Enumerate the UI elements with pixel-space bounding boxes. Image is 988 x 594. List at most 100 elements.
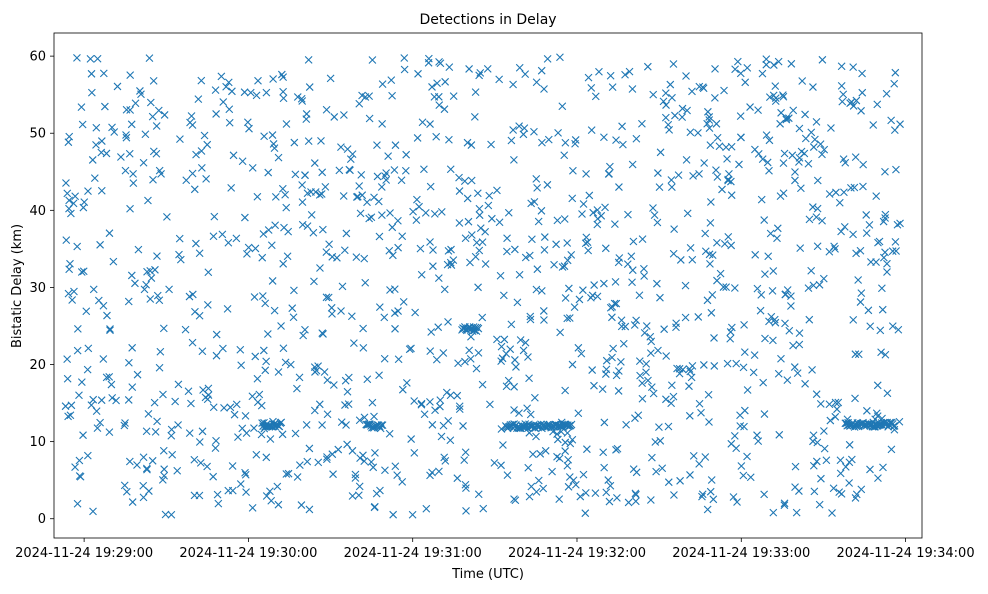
data-point-marker <box>92 123 101 132</box>
data-point-marker <box>80 198 89 207</box>
data-point-marker <box>574 343 583 352</box>
data-point-marker <box>831 244 839 253</box>
data-point-marker <box>887 116 896 125</box>
data-point-marker <box>695 459 704 468</box>
data-point-marker <box>724 232 733 241</box>
data-point-marker <box>694 313 703 321</box>
data-point-marker <box>341 401 349 409</box>
data-point-marker <box>185 429 194 438</box>
data-point-marker <box>440 285 449 294</box>
data-point-marker <box>146 295 155 303</box>
data-point-marker <box>644 376 652 385</box>
data-point-marker <box>763 158 772 167</box>
data-point-marker <box>858 69 866 78</box>
data-point-marker <box>229 151 238 160</box>
data-point-marker <box>881 210 890 219</box>
data-point-marker <box>97 396 106 405</box>
data-point-marker <box>759 378 768 387</box>
data-point-marker <box>813 242 822 251</box>
data-point-marker <box>278 184 287 193</box>
data-point-marker <box>122 105 131 114</box>
data-point-marker <box>736 69 745 78</box>
data-point-marker <box>795 329 804 337</box>
data-point-marker <box>90 174 99 182</box>
data-point-marker <box>288 304 297 313</box>
data-point-marker <box>475 71 484 80</box>
data-point-marker <box>84 187 92 195</box>
data-point-marker <box>568 360 577 369</box>
data-point-marker <box>154 106 163 115</box>
data-point-marker <box>465 346 474 355</box>
data-point-marker <box>708 291 717 299</box>
data-point-marker <box>659 97 668 106</box>
data-point-marker <box>579 286 587 295</box>
data-point-marker <box>667 183 676 192</box>
data-point-marker <box>134 245 143 254</box>
data-point-marker <box>139 158 148 167</box>
data-point-marker <box>295 373 304 382</box>
data-point-marker <box>808 365 816 374</box>
data-point-marker <box>497 357 506 365</box>
data-point-marker <box>743 63 752 72</box>
data-point-marker <box>77 103 86 111</box>
data-point-marker <box>73 242 82 251</box>
data-point-marker <box>624 498 633 507</box>
data-point-marker <box>253 398 262 407</box>
data-point-marker <box>155 296 164 305</box>
data-point-marker <box>612 136 620 145</box>
data-point-marker <box>864 306 873 315</box>
data-point-marker <box>410 448 419 457</box>
data-point-marker <box>370 412 378 421</box>
data-point-marker <box>196 459 205 467</box>
data-point-marker <box>629 237 638 246</box>
data-point-marker <box>881 350 890 359</box>
data-point-marker <box>741 78 750 87</box>
data-point-marker <box>471 88 480 97</box>
data-point-marker <box>190 455 199 464</box>
data-point-marker <box>723 154 731 163</box>
data-point-marker <box>420 410 429 419</box>
data-point-marker <box>105 428 114 437</box>
data-point-marker <box>818 150 826 159</box>
data-point-marker <box>434 323 443 332</box>
data-point-marker <box>769 508 778 517</box>
data-point-marker <box>345 165 354 174</box>
data-point-marker <box>459 422 467 430</box>
data-point-marker <box>407 344 415 353</box>
data-point-marker <box>540 316 548 324</box>
data-point-marker <box>697 408 705 417</box>
data-point-marker <box>363 375 372 384</box>
data-point-marker <box>127 120 136 129</box>
data-point-marker <box>263 330 272 338</box>
data-point-marker <box>790 363 799 371</box>
data-point-marker <box>201 393 210 402</box>
data-point-marker <box>121 166 130 175</box>
data-point-marker <box>877 284 886 293</box>
data-point-marker <box>390 285 399 293</box>
data-point-marker <box>845 479 854 487</box>
data-point-marker <box>191 307 199 316</box>
data-point-marker <box>812 390 821 399</box>
data-point-marker <box>593 292 602 301</box>
data-point-marker <box>290 138 299 147</box>
data-point-marker <box>157 169 165 178</box>
data-point-marker <box>828 509 836 517</box>
data-point-marker <box>563 314 572 323</box>
data-point-marker <box>666 80 675 89</box>
data-point-marker <box>826 416 835 425</box>
data-point-marker <box>145 54 154 63</box>
data-point-marker <box>161 510 170 519</box>
data-point-marker <box>662 395 670 404</box>
data-point-marker <box>760 216 769 224</box>
data-point-marker <box>447 261 456 269</box>
data-point-marker <box>520 124 529 133</box>
data-point-marker <box>587 293 595 302</box>
data-point-marker <box>106 325 114 333</box>
data-point-marker <box>209 232 218 241</box>
data-point-marker <box>664 422 673 431</box>
data-point-marker <box>394 307 402 315</box>
data-point-marker <box>841 463 850 471</box>
data-point-marker <box>444 317 452 326</box>
data-point-marker <box>318 225 327 234</box>
